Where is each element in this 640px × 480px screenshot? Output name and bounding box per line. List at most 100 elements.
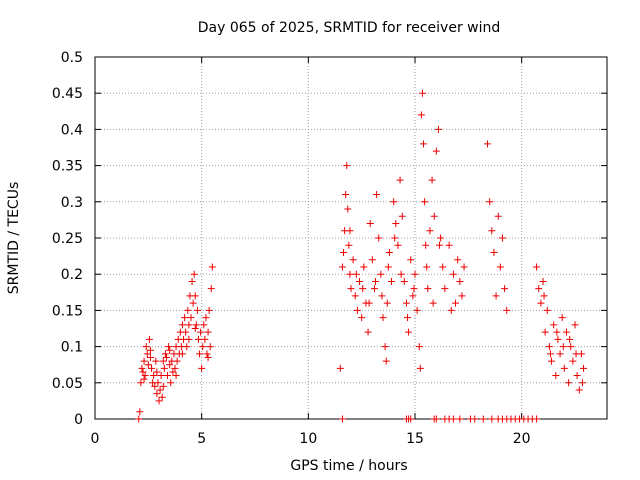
data-point	[153, 368, 161, 376]
y-tick-label: 0.4	[61, 122, 83, 138]
data-point	[338, 263, 346, 271]
data-point	[154, 379, 162, 387]
data-point	[137, 379, 145, 387]
data-point	[441, 285, 449, 293]
data-point	[417, 111, 425, 119]
data-point	[410, 285, 418, 293]
data-point	[158, 393, 166, 401]
data-point	[373, 191, 381, 199]
data-point	[192, 321, 200, 329]
data-point	[144, 361, 152, 369]
data-point	[151, 382, 159, 390]
data-point	[352, 270, 360, 278]
data-point	[422, 241, 430, 249]
data-point	[197, 328, 205, 336]
data-point	[409, 292, 417, 300]
y-tick-label: 0.05	[52, 376, 83, 392]
data-point	[202, 314, 210, 322]
data-point	[375, 234, 383, 242]
data-point	[548, 357, 556, 365]
data-point	[349, 256, 357, 264]
data-point	[553, 328, 561, 336]
y-tick-label: 0	[74, 412, 83, 428]
data-point	[578, 379, 586, 387]
x-tick-label: 15	[406, 431, 424, 447]
data-point	[571, 321, 579, 329]
data-point	[162, 353, 170, 361]
data-point	[541, 328, 549, 336]
data-point	[143, 350, 151, 358]
data-point	[181, 314, 189, 322]
data-point	[385, 248, 393, 256]
data-point	[560, 364, 568, 372]
y-tick-label: 0.5	[61, 50, 83, 66]
data-point	[338, 415, 346, 423]
data-point	[199, 343, 207, 351]
data-point	[160, 364, 168, 372]
data-point	[205, 306, 213, 314]
data-point	[416, 364, 424, 372]
data-point	[201, 335, 209, 343]
y-tick-label: 0.35	[52, 159, 83, 175]
data-point	[342, 191, 350, 199]
data-point	[449, 270, 457, 278]
data-point	[424, 285, 432, 293]
data-point	[345, 241, 353, 249]
data-point	[169, 368, 177, 376]
data-point	[503, 306, 511, 314]
y-tick-label: 0.1	[61, 340, 83, 356]
data-point	[432, 415, 440, 423]
data-point	[452, 299, 460, 307]
data-point	[188, 277, 196, 285]
data-point	[546, 350, 554, 358]
data-point	[565, 379, 573, 387]
data-point	[458, 292, 466, 300]
x-tick-label: 10	[299, 431, 317, 447]
data-point	[567, 343, 575, 351]
data-point	[479, 415, 487, 423]
data-point	[208, 263, 216, 271]
data-point	[540, 292, 548, 300]
y-tick-label: 0.3	[61, 195, 83, 211]
data-point	[346, 227, 354, 235]
data-point	[346, 270, 354, 278]
data-point	[460, 263, 468, 271]
data-point	[153, 390, 161, 398]
data-point	[198, 364, 206, 372]
data-point	[545, 343, 553, 351]
data-point	[136, 408, 144, 416]
data-point	[164, 372, 172, 380]
data-point	[183, 343, 191, 351]
data-point	[488, 227, 496, 235]
data-point	[159, 357, 167, 365]
data-point	[366, 220, 374, 228]
data-point	[397, 270, 405, 278]
data-point	[402, 299, 410, 307]
data-point	[182, 328, 190, 336]
data-point	[420, 140, 428, 148]
data-point	[364, 328, 372, 336]
data-point	[471, 415, 479, 423]
data-point	[418, 89, 426, 97]
data-point	[383, 299, 391, 307]
data-point	[173, 357, 181, 365]
data-point	[191, 325, 199, 332]
data-point	[407, 256, 415, 264]
data-point	[484, 140, 492, 148]
data-point	[194, 335, 202, 343]
data-point	[165, 343, 173, 351]
data-point	[533, 415, 541, 423]
data-point	[492, 292, 500, 300]
data-point	[400, 277, 408, 285]
data-point	[191, 292, 199, 300]
data-point	[428, 176, 436, 184]
data-point	[430, 212, 438, 220]
data-point	[566, 335, 574, 343]
data-point	[415, 343, 423, 351]
data-point	[178, 321, 186, 329]
data-point	[384, 263, 392, 271]
data-point	[388, 277, 396, 285]
data-point	[407, 415, 415, 423]
data-point	[501, 285, 509, 293]
data-point	[140, 357, 148, 365]
